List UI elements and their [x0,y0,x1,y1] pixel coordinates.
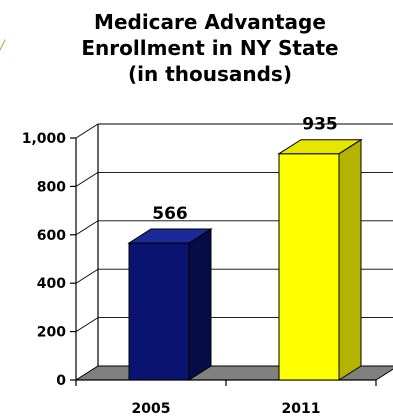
x-tick-label: 2005 [132,401,171,417]
gridline-side [75,268,99,284]
corner-mark: / [0,38,5,54]
gridline-side [75,220,99,236]
y-tick-label: 400 [37,276,66,292]
gridline-side [75,172,99,187]
y-tick-label: 800 [37,179,66,195]
y-tick-label: 1,000 [22,131,67,147]
chart-title-line-1: Medicare Advantage [94,10,326,34]
y-tick-label: 0 [56,373,66,389]
x-tick-label: 2011 [282,401,321,417]
chart-title-line-3: (in thousands) [128,62,292,86]
bar-2011 [277,138,363,381]
gridline-side [75,123,99,139]
bar-side [188,228,212,381]
bar-front [128,242,190,381]
bar-2005 [127,228,213,381]
bar-front [278,153,340,381]
gridline-side [75,317,99,332]
data-label: 935 [302,115,338,135]
bar-side [338,138,362,381]
bar-top [127,228,213,244]
chart-title-line-2: Enrollment in NY State [81,36,339,60]
y-tick-label: 200 [37,325,66,341]
data-label: 566 [152,204,188,224]
bar-top [277,139,363,155]
y-tick-label: 600 [37,228,66,244]
